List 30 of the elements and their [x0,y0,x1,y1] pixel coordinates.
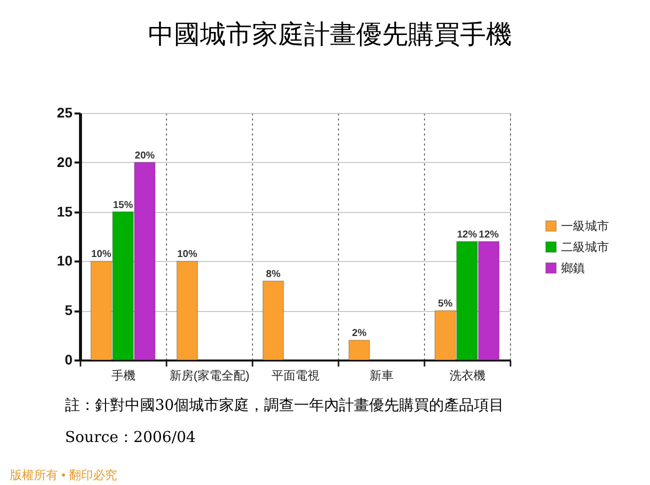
data-label: 12% [456,229,478,240]
bar [262,280,284,360]
x-tick-label: 洗衣機 [450,368,486,382]
x-tick-label: 手機 [112,368,136,382]
text: 註：針對中國30個城市家庭，調查一年內計畫優先購買的產品項目 [65,396,504,414]
text: 版權所有 • 翻印必究 [10,468,117,482]
data-label: 10% [177,249,198,260]
chart-title: 中國城市家庭計畫優先購買手機 [148,20,512,50]
y-tick-label: 25 [56,104,73,120]
legend-label: 二級城市 [561,240,609,254]
y-tick-label: 5 [64,302,73,318]
y-tick-label: 0 [64,352,73,368]
data-label: 10% [91,249,112,260]
source-note: Source：2006/04 [65,428,196,446]
y-tick-label: 20 [56,154,73,170]
y-tick-label: 10 [56,252,73,269]
x-tick-label: 平面電視 [272,368,320,382]
data-label: 2% [352,328,367,340]
y-tick-label: 15 [56,203,73,220]
data-label: 5% [438,298,453,310]
data-label: 20% [134,150,155,162]
x-tick-label: 新房(家電全配) [170,368,250,382]
bar [348,340,370,360]
bar [176,260,198,360]
data-label: 15% [112,200,134,211]
x-tick-label: 新車 [370,368,394,382]
data-label: 8% [266,268,281,280]
data-label: 12% [478,229,499,240]
legend-label: 鄉鎮 [561,261,585,275]
legend-label: 一級城市 [561,219,609,233]
